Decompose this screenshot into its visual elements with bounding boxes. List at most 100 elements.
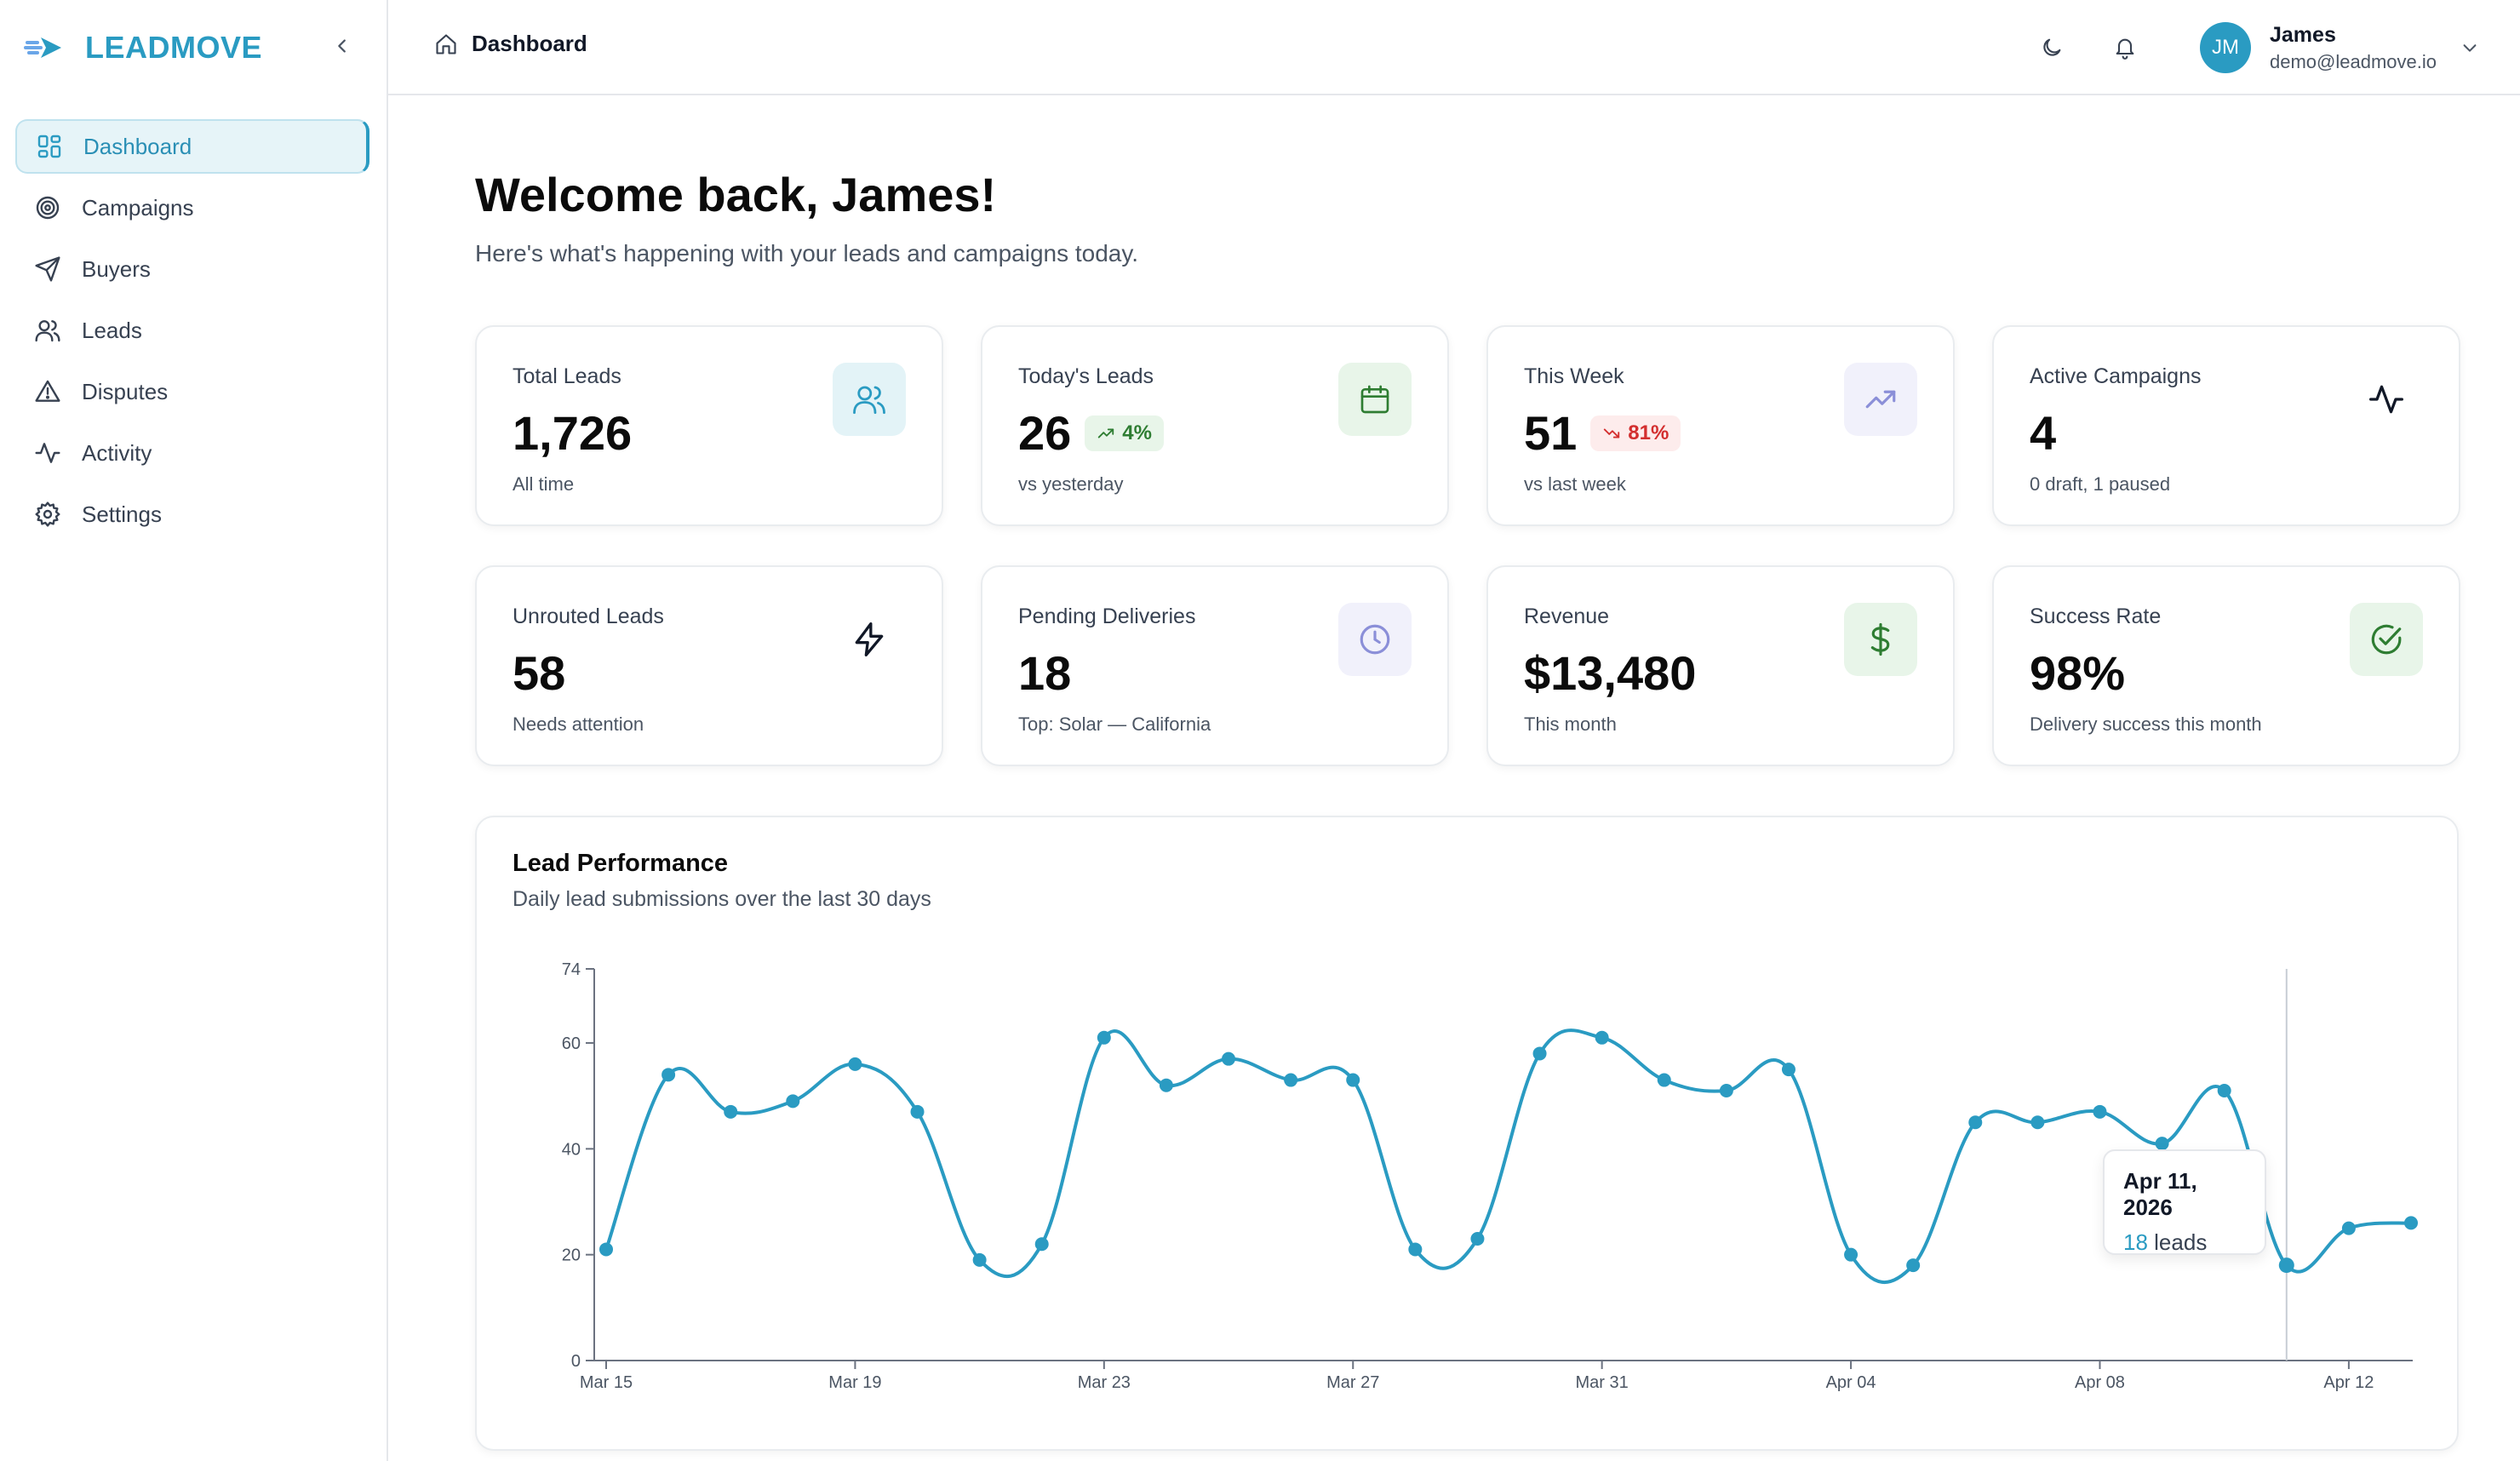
- collapse-sidebar-button[interactable]: [327, 29, 358, 63]
- chevron-down-icon: [2463, 44, 2477, 52]
- x-tick-label: Mar 19: [828, 1373, 881, 1392]
- chart-subtitle: Daily lead submissions over the last 30 …: [513, 887, 931, 911]
- trending-down-icon: [1604, 428, 1620, 438]
- breadcrumb[interactable]: Dashboard: [434, 31, 587, 57]
- notifications-button[interactable]: [2106, 29, 2144, 66]
- stat-card-unrouted-leads[interactable]: Unrouted Leads 58 Needs attention: [475, 565, 943, 766]
- sidebar-nav: Dashboard Campaigns Buyers Leads Dispute…: [15, 119, 369, 548]
- stat-card-todays-leads[interactable]: Today's Leads 26 4% vs yesterday: [981, 325, 1449, 526]
- user-email: demo@leadmove.io: [2270, 50, 2437, 72]
- sidebar-item-dashboard[interactable]: Dashboard: [15, 119, 369, 174]
- data-point: [1408, 1242, 1423, 1257]
- data-point: [724, 1104, 738, 1119]
- y-tick-label: 0: [571, 1352, 581, 1371]
- dashboard-grid-icon: [34, 131, 65, 162]
- stat-card-this-week[interactable]: This Week 51 81% vs last week: [1486, 325, 1955, 526]
- sidebar: LEADMOVE Dashboard Campaigns Buyers: [0, 0, 388, 1461]
- x-tick-label: Mar 27: [1326, 1373, 1379, 1392]
- page-subtitle: Here's what's happening with your leads …: [475, 240, 1139, 266]
- y-tick-label: 74: [562, 960, 581, 979]
- data-point: [1968, 1115, 1983, 1130]
- stat-sub: vs last week: [1524, 473, 1626, 495]
- activity-icon: [2350, 363, 2423, 436]
- user-name: James: [2270, 22, 2336, 47]
- y-tick-label: 60: [562, 1034, 581, 1053]
- stat-label: This Week: [1524, 364, 1624, 388]
- data-point: [1284, 1073, 1298, 1087]
- stat-label: Unrouted Leads: [513, 604, 664, 628]
- clock-icon: [1338, 603, 1412, 676]
- stat-value: 26 4%: [1018, 405, 1164, 461]
- stat-sub: Delivery success this month: [2030, 713, 2262, 735]
- stat-label: Pending Deliveries: [1018, 604, 1196, 628]
- stat-value: $13,480: [1524, 646, 1697, 700]
- y-tick-label: 40: [562, 1140, 581, 1159]
- stat-value: 4: [2030, 406, 2057, 460]
- x-tick-label: Apr 08: [2075, 1373, 2125, 1392]
- theme-toggle-button[interactable]: [2033, 29, 2070, 66]
- sidebar-item-settings[interactable]: Settings: [15, 487, 369, 541]
- alert-triangle-icon: [32, 376, 63, 407]
- data-point: [1906, 1258, 1921, 1273]
- brand[interactable]: LEADMOVE: [24, 26, 262, 70]
- y-tick-label: 20: [562, 1246, 581, 1265]
- data-point: [2404, 1216, 2418, 1230]
- trending-up-icon: [1098, 428, 1114, 438]
- tooltip-value: 18 leads: [2123, 1229, 2208, 1255]
- page-title: Welcome back, James!: [475, 168, 997, 221]
- data-point: [1719, 1083, 1733, 1097]
- stat-card-pending-deliveries[interactable]: Pending Deliveries 18 Top: Solar — Calif…: [981, 565, 1449, 766]
- sidebar-item-label: Disputes: [82, 378, 169, 404]
- stat-card-active-campaigns[interactable]: Active Campaigns 4 0 draft, 1 paused: [1992, 325, 2460, 526]
- stat-label: Revenue: [1524, 604, 1610, 628]
- moon-icon: [2043, 38, 2061, 56]
- sidebar-item-label: Activity: [82, 439, 152, 466]
- lead-performance-card: Lead Performance Daily lead submissions …: [475, 816, 2459, 1451]
- sidebar-item-buyers[interactable]: Buyers: [15, 242, 369, 296]
- data-point: [662, 1068, 676, 1082]
- user-info: James demo@leadmove.io: [2270, 23, 2437, 73]
- sidebar-item-leads[interactable]: Leads: [15, 303, 369, 358]
- stat-card-total-leads[interactable]: Total Leads 1,726 All time: [475, 325, 943, 526]
- data-point: [2093, 1104, 2107, 1119]
- stat-card-revenue[interactable]: Revenue $13,480 This month: [1486, 565, 1955, 766]
- data-point: [2341, 1221, 2356, 1235]
- trending-up-icon: [1844, 363, 1917, 436]
- sidebar-item-disputes[interactable]: Disputes: [15, 364, 369, 419]
- top-header: Dashboard JM James demo@leadmove.io: [388, 0, 2520, 95]
- data-point: [1781, 1063, 1796, 1077]
- calendar-icon: [1338, 363, 1412, 436]
- chevron-left-icon: [338, 39, 346, 53]
- sidebar-item-label: Leads: [82, 317, 142, 343]
- x-tick-label: Mar 23: [1078, 1373, 1131, 1392]
- sidebar-item-label: Buyers: [82, 255, 151, 282]
- stat-label: Total Leads: [513, 364, 621, 388]
- stat-value: 98%: [2030, 646, 2126, 700]
- line-chart[interactable]: 0 20 40 60 74 Mar 15 Mar 19 Mar 23 Mar 27 Mar 31 A…: [477, 817, 2460, 1452]
- stat-sub: Top: Solar — California: [1018, 713, 1211, 735]
- breadcrumb-label: Dashboard: [472, 31, 587, 56]
- activity-icon: [32, 438, 63, 468]
- sidebar-item-label: Dashboard: [83, 133, 192, 159]
- stat-value: 1,726: [513, 406, 633, 460]
- sidebar-item-campaigns[interactable]: Campaigns: [15, 180, 369, 235]
- data-point: [599, 1242, 613, 1257]
- data-point: [1657, 1073, 1671, 1087]
- data-point: [1034, 1237, 1049, 1252]
- check-circle-icon: [2350, 603, 2423, 676]
- stat-sub: vs yesterday: [1018, 473, 1124, 495]
- gear-icon: [32, 499, 63, 530]
- chart-tooltip: Apr 11, 2026 18 leads: [2103, 1149, 2266, 1255]
- home-icon: [436, 33, 456, 54]
- data-point: [2030, 1115, 2045, 1130]
- stat-card-success-rate[interactable]: Success Rate 98% Delivery success this m…: [1992, 565, 2460, 766]
- stat-sub: 0 draft, 1 paused: [2030, 473, 2171, 495]
- trend-badge-up: 4%: [1085, 415, 1164, 451]
- sidebar-item-activity[interactable]: Activity: [15, 426, 369, 480]
- users-icon: [32, 315, 63, 346]
- data-point: [1159, 1078, 1173, 1092]
- sidebar-item-label: Settings: [82, 501, 162, 527]
- x-tick-label: Apr 04: [1826, 1373, 1876, 1392]
- user-menu[interactable]: JM James demo@leadmove.io: [2200, 20, 2479, 75]
- x-tick-label: Mar 15: [580, 1373, 633, 1392]
